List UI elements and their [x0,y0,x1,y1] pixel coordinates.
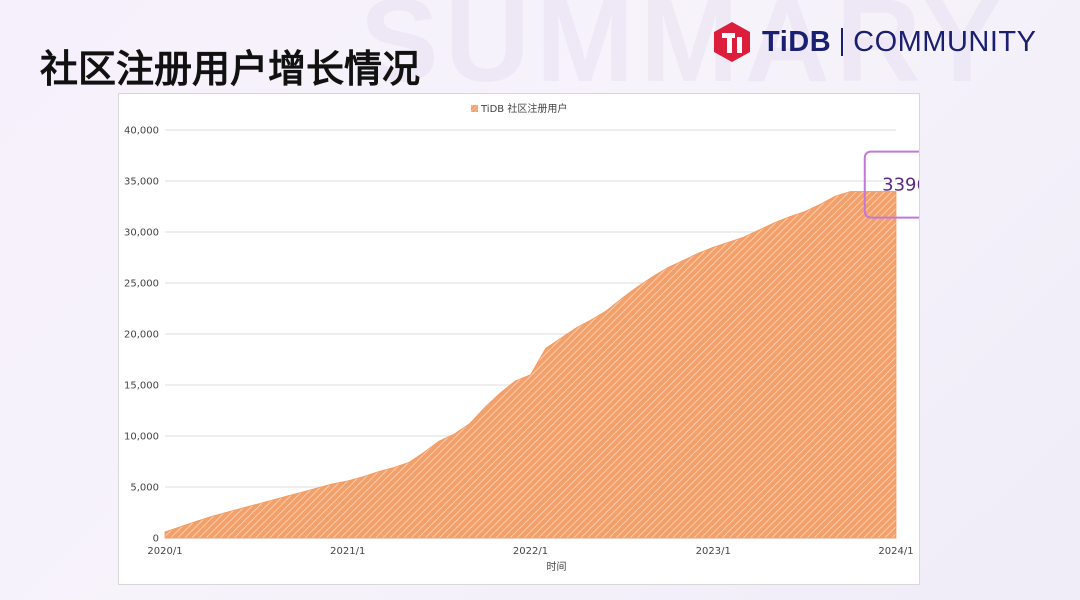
page-title: 社区注册用户增长情况 [40,47,421,91]
y-tick-label: 5,000 [130,483,159,494]
y-tick-label: 40,000 [124,126,159,137]
x-tick-label: 2023/1 [696,546,731,557]
x-tick-label: 2024/1 [878,546,913,557]
logo-separator [841,28,844,56]
x-tick-label: 2022/1 [513,546,548,557]
legend-label: TiDB 社区注册用户 [480,102,567,115]
series-area [164,191,897,539]
y-tick-label: 0 [153,534,159,545]
y-tick-label: 35,000 [124,177,159,188]
y-tick-label: 30,000 [124,228,159,239]
y-tick-label: 15,000 [124,381,159,392]
logo-product-text: COMMUNITY [853,25,1037,58]
tidb-logo-icon [714,22,750,62]
registered-users-area-chart: 0 5,000 10,000 15,000 20,000 25,000 30,000 35,0… [124,102,919,573]
tidb-community-logo: TiDB COMMUNITY [712,20,1036,64]
y-tick-label: 10,000 [124,432,159,443]
annotation-box [863,150,919,219]
annotation-value: 33964 [882,175,919,196]
watermark-text: SUMMARY [360,0,1008,107]
chart-panel: 0 5,000 10,000 15,000 20,000 25,000 30,000 35,0… [118,93,920,585]
x-axis-title: 时间 [547,560,567,573]
x-tick-label: 2020/1 [147,546,182,557]
x-tick-label: 2021/1 [330,546,365,557]
y-tick-label: 25,000 [124,279,159,290]
y-tick-label: 20,000 [124,330,159,341]
logo-brand-text: TiDB [762,25,832,58]
legend-swatch [471,105,478,112]
